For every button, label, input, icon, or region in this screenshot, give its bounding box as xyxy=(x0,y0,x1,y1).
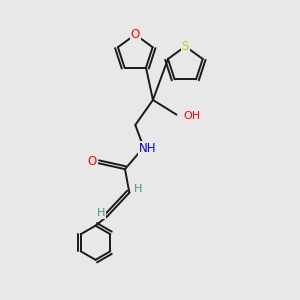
Text: O: O xyxy=(87,155,97,168)
Text: OH: OH xyxy=(183,111,200,121)
Text: S: S xyxy=(182,40,189,53)
Text: H: H xyxy=(97,208,105,218)
Text: NH: NH xyxy=(139,142,156,155)
Text: O: O xyxy=(131,28,140,41)
Text: H: H xyxy=(134,184,142,194)
